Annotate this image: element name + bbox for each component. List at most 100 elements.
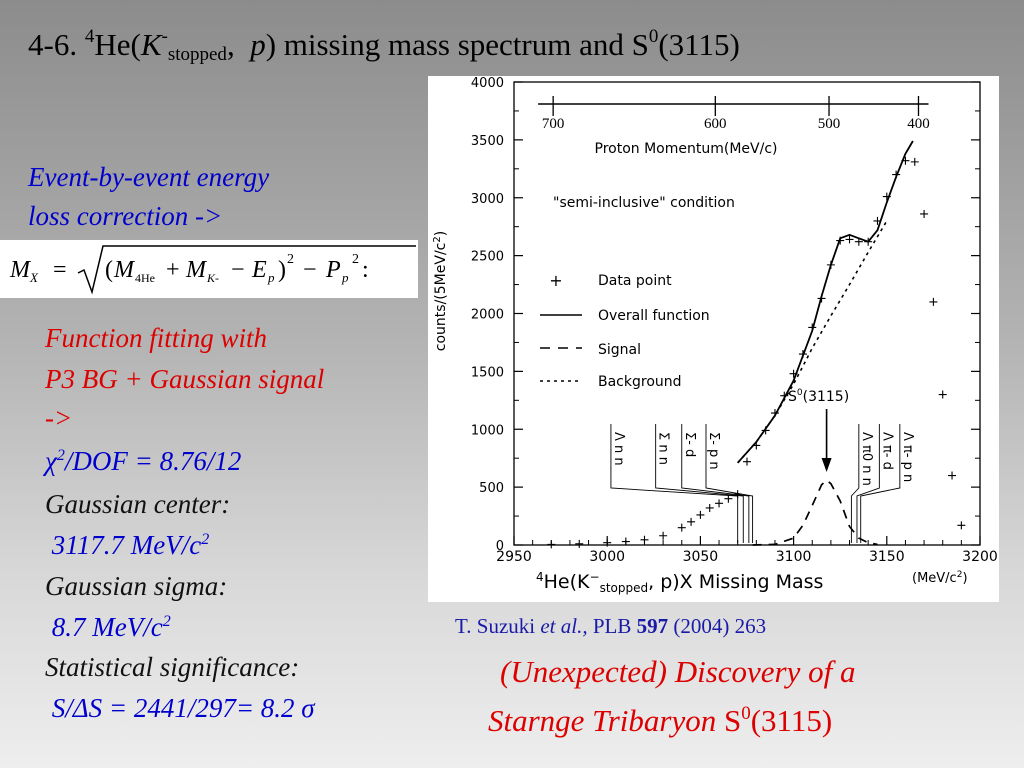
discovery-line2: Starnge Tribaryon S0(3115) xyxy=(488,703,833,738)
x-tick-label: 3200 xyxy=(962,549,998,565)
threshold-label: Σ- p n xyxy=(706,432,721,470)
x-tick-label: 3000 xyxy=(589,549,625,565)
legend-background-label: Background xyxy=(598,374,682,390)
data-point xyxy=(696,510,705,519)
data-point xyxy=(854,237,863,246)
data-point xyxy=(901,156,910,165)
formula-sq: 2 xyxy=(287,252,294,267)
y-tick-label: 4000 xyxy=(471,76,504,91)
data-point xyxy=(752,441,761,450)
data-point xyxy=(892,170,901,179)
data-point xyxy=(808,323,817,332)
overall-curve xyxy=(737,140,914,464)
mass-formula: M X = ( M 4He + M K- − E p ) 2 − P p 2 : xyxy=(9,245,416,295)
data-point xyxy=(780,391,789,400)
formula-sq2: 2 xyxy=(352,252,359,267)
formula-ep: E xyxy=(251,257,267,283)
data-point xyxy=(826,260,835,269)
s0-arrow-head xyxy=(821,458,832,472)
formula-pp-sub: p xyxy=(341,270,349,285)
x-tick-label: 3050 xyxy=(683,549,719,565)
threshold-label: Λ n n xyxy=(611,432,626,466)
threshold-line xyxy=(681,424,750,543)
energy-correction-line1: Event-by-event energy xyxy=(28,162,270,192)
slide-title: 4-6. 4He(K-stopped, p) missing mass spec… xyxy=(28,26,740,65)
threshold-label: Λ π- p n xyxy=(900,432,915,482)
legend-signal-label: Signal xyxy=(598,342,641,358)
fit-line3: -> xyxy=(45,403,73,433)
data-point xyxy=(733,490,742,499)
y-tick-label: 0 xyxy=(496,539,504,554)
x-axis-label: 4He(K−stopped, p)X Missing Mass xyxy=(536,570,823,595)
top-axis-tick-label: 600 xyxy=(704,116,727,132)
significance-value: S/ΔS = 2441/297= 8.2 σ xyxy=(45,693,315,723)
y-axis-label: counts/(5MeV/c2) xyxy=(432,231,449,351)
data-point xyxy=(603,538,612,547)
y-tick-label: 2000 xyxy=(471,308,504,323)
discovery-line1: (Unexpected) Discovery of a xyxy=(500,654,856,689)
data-point xyxy=(659,531,668,540)
data-point xyxy=(547,540,556,549)
data-point xyxy=(621,537,630,546)
threshold-line xyxy=(705,424,754,543)
data-point xyxy=(687,517,696,526)
formula-minus2: − xyxy=(297,257,323,283)
gaussian-center-value: 3117.7 MeV/c2 xyxy=(45,530,210,560)
data-point xyxy=(770,409,779,418)
formula-pp: P xyxy=(325,257,341,283)
formula-lhs-sub: X xyxy=(29,270,39,285)
data-point xyxy=(938,390,947,399)
data-point xyxy=(705,503,714,512)
data-point xyxy=(845,235,854,244)
y-tick-label: 500 xyxy=(479,481,504,496)
significance-label: Statistical significance: xyxy=(45,652,300,682)
threshold-label: Λ π- d xyxy=(879,432,894,470)
data-point xyxy=(817,294,826,303)
plot-container: counts/(5MeV/c2) Proton Momentum(MeV/c) … xyxy=(428,76,999,602)
data-point xyxy=(640,535,649,544)
data-point xyxy=(836,236,845,245)
fit-line2: P3 BG + Gaussian signal xyxy=(45,364,325,394)
formula-close: ) xyxy=(278,257,286,283)
formula-eq: = xyxy=(47,257,73,283)
threshold-line xyxy=(610,424,739,543)
top-axis-tick-label: 400 xyxy=(907,116,930,132)
fit-line1: Function fitting with xyxy=(45,323,267,353)
gaussian-sigma-label: Gaussian sigma: xyxy=(45,571,228,601)
chi2-dof: χ2/DOF = 8.76/12 xyxy=(45,446,242,476)
s0-annotation: S0(3115) xyxy=(788,388,849,405)
data-point xyxy=(789,369,798,378)
energy-correction-line2: loss correction -> xyxy=(28,201,223,231)
top-axis-label: Proton Momentum(MeV/c) xyxy=(595,141,778,157)
threshold-label: Σ- d xyxy=(682,432,697,457)
formula-m4: M xyxy=(113,257,136,283)
data-point xyxy=(677,523,686,532)
data-point xyxy=(864,237,873,246)
data-point xyxy=(957,521,966,530)
formula-lhs: M xyxy=(9,257,32,283)
threshold-line xyxy=(856,424,880,543)
data-point xyxy=(948,471,957,480)
condition-label: "semi-inclusive" condition xyxy=(553,195,735,211)
mass-formula-box: M X = ( M 4He + M K- − E p ) 2 − P p 2 : xyxy=(0,240,418,298)
citation: T. Suzuki et al., PLB 597 (2004) 263 xyxy=(455,614,767,638)
formula-colon: : xyxy=(362,257,369,283)
x-tick-label: 3100 xyxy=(776,549,812,565)
y-tick-label: 3500 xyxy=(471,134,504,149)
gaussian-center-label: Gaussian center: xyxy=(45,489,231,519)
top-axis-tick-label: 700 xyxy=(542,116,565,132)
y-tick-label: 1000 xyxy=(471,423,504,438)
y-tick-label: 1500 xyxy=(471,365,504,380)
legend-data-label: Data point xyxy=(598,273,672,289)
threshold-line xyxy=(860,424,901,543)
data-point xyxy=(798,350,807,359)
data-point xyxy=(882,192,891,201)
legend-data-marker: + xyxy=(549,271,562,290)
signal-curve xyxy=(752,479,878,546)
formula-ep-sub: p xyxy=(267,270,275,285)
data-point xyxy=(873,216,882,225)
x-axis-unit: (MeV/c2) xyxy=(912,570,968,586)
threshold-label: Σ n n xyxy=(656,432,671,465)
data-point xyxy=(910,157,919,166)
gaussian-sigma-value: 8.7 MeV/c2 xyxy=(45,612,171,642)
